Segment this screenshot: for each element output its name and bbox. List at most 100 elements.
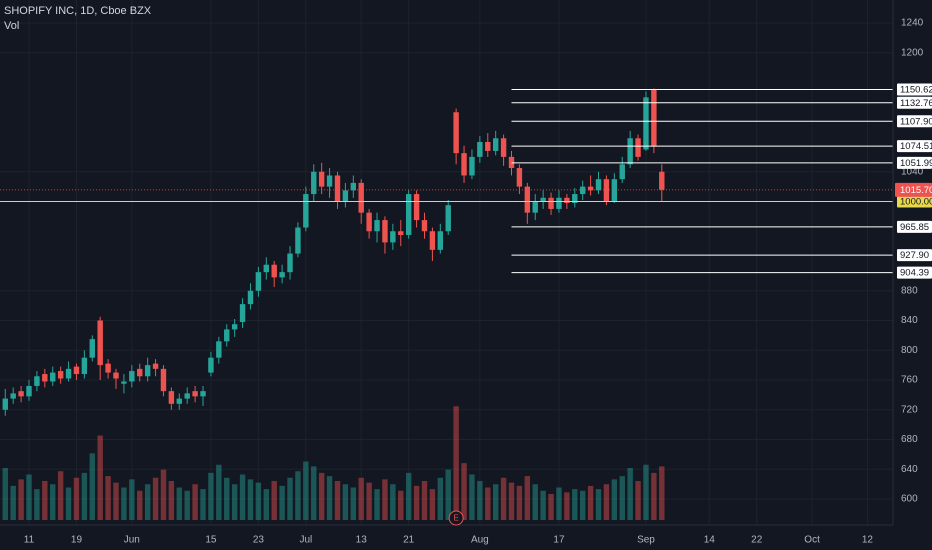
volume-bar [350, 487, 357, 520]
volume-bar [453, 406, 459, 520]
volume-bar [50, 484, 56, 520]
x-tick-label: 19 [71, 535, 83, 546]
candle-body [160, 368, 167, 392]
volume-bar [595, 489, 602, 520]
volume-bar [366, 482, 372, 520]
candle-body [595, 179, 602, 191]
volume-bar [224, 477, 230, 520]
last-price-tag [895, 182, 932, 197]
volume-bar [231, 484, 238, 520]
volume-bar [477, 481, 483, 520]
volume-bar [184, 490, 190, 520]
candle-body [81, 357, 88, 375]
candle-body [224, 329, 230, 342]
candle-body [295, 227, 301, 254]
candle-body [619, 164, 625, 180]
volume-bar [405, 472, 412, 520]
candle-body [176, 398, 182, 404]
volume-bar [398, 490, 404, 520]
volume-bar [65, 487, 72, 520]
volume-bar [152, 477, 159, 520]
volume-bar [643, 464, 649, 520]
volume-bar [10, 485, 16, 520]
y-tick-label: 1240 [901, 18, 924, 29]
candle-body [129, 371, 135, 382]
volume-bar [216, 464, 222, 520]
volume-bar [200, 489, 206, 520]
volume-bar [129, 479, 135, 520]
volume-bar [358, 477, 364, 520]
candle-body [192, 391, 198, 397]
x-tick-label: Sep [637, 535, 655, 546]
volume-bar [492, 484, 499, 520]
volume-bar [445, 469, 451, 520]
candle-body [65, 368, 72, 379]
candle-body [263, 264, 269, 273]
y-tick-label: 640 [901, 464, 918, 475]
candle-body [50, 372, 56, 382]
candle-body [184, 393, 190, 399]
volume-bar [247, 479, 254, 520]
volume-bar [651, 472, 657, 520]
candle-body [516, 168, 523, 187]
candle-body [26, 385, 32, 397]
candle-body [271, 264, 277, 278]
volume-bar [390, 484, 396, 520]
volume-bar [556, 487, 562, 520]
candle-body [587, 186, 594, 191]
volume-bar [429, 489, 436, 520]
candle-body [358, 182, 364, 213]
candle-body [350, 182, 357, 191]
alert-tag [897, 195, 932, 208]
candle-body [73, 366, 80, 375]
level-tag [897, 140, 932, 153]
level-tag [897, 115, 932, 128]
candle-body [311, 171, 317, 195]
x-tick-label: 11 [24, 535, 35, 546]
volume-bar [271, 481, 277, 520]
x-tick-label: 23 [253, 535, 265, 546]
candle-body [485, 142, 491, 151]
volume-label: Vol [4, 20, 19, 32]
x-tick-label: 22 [751, 535, 763, 546]
candle-body [635, 138, 641, 157]
level-label: 1107.90 [900, 116, 932, 127]
candle-body [398, 231, 404, 235]
level-label: 1150.62 [900, 84, 932, 95]
level-label: 965.85 [900, 222, 929, 233]
volume-bar [26, 474, 32, 520]
level-tag [897, 266, 932, 279]
y-tick-label: 800 [901, 345, 918, 356]
candle-body [279, 272, 285, 278]
levels [0, 88, 893, 274]
volume-bar [564, 492, 570, 520]
candle-body [540, 197, 546, 202]
volume-bar [611, 479, 618, 520]
volume-bar [587, 485, 594, 520]
candle-body [461, 153, 467, 176]
candle-body [405, 194, 412, 235]
candle-body [390, 231, 396, 243]
volume-bar [326, 476, 333, 520]
candle-body [500, 138, 507, 157]
volume-bar [627, 468, 633, 520]
level-label: 904.39 [900, 268, 929, 279]
x-tick-label: 14 [704, 535, 716, 546]
y-tick-label: 680 [901, 434, 918, 445]
x-tick-label: Jun [124, 535, 140, 546]
earnings-marker [448, 510, 464, 526]
y-tick-label: 720 [901, 404, 918, 415]
y-tick-label: 600 [901, 494, 918, 505]
level-label: 1132.76 [900, 98, 932, 109]
volume-bar [239, 474, 246, 520]
candle-body [326, 175, 333, 187]
x-tick-label: 15 [205, 535, 217, 546]
candle-body [18, 391, 24, 397]
candle-body [643, 97, 649, 150]
volume-bar [500, 477, 507, 520]
candle-body [113, 372, 119, 379]
candle-body [137, 368, 143, 377]
candle-body [208, 357, 214, 373]
volume-bar [42, 481, 48, 520]
